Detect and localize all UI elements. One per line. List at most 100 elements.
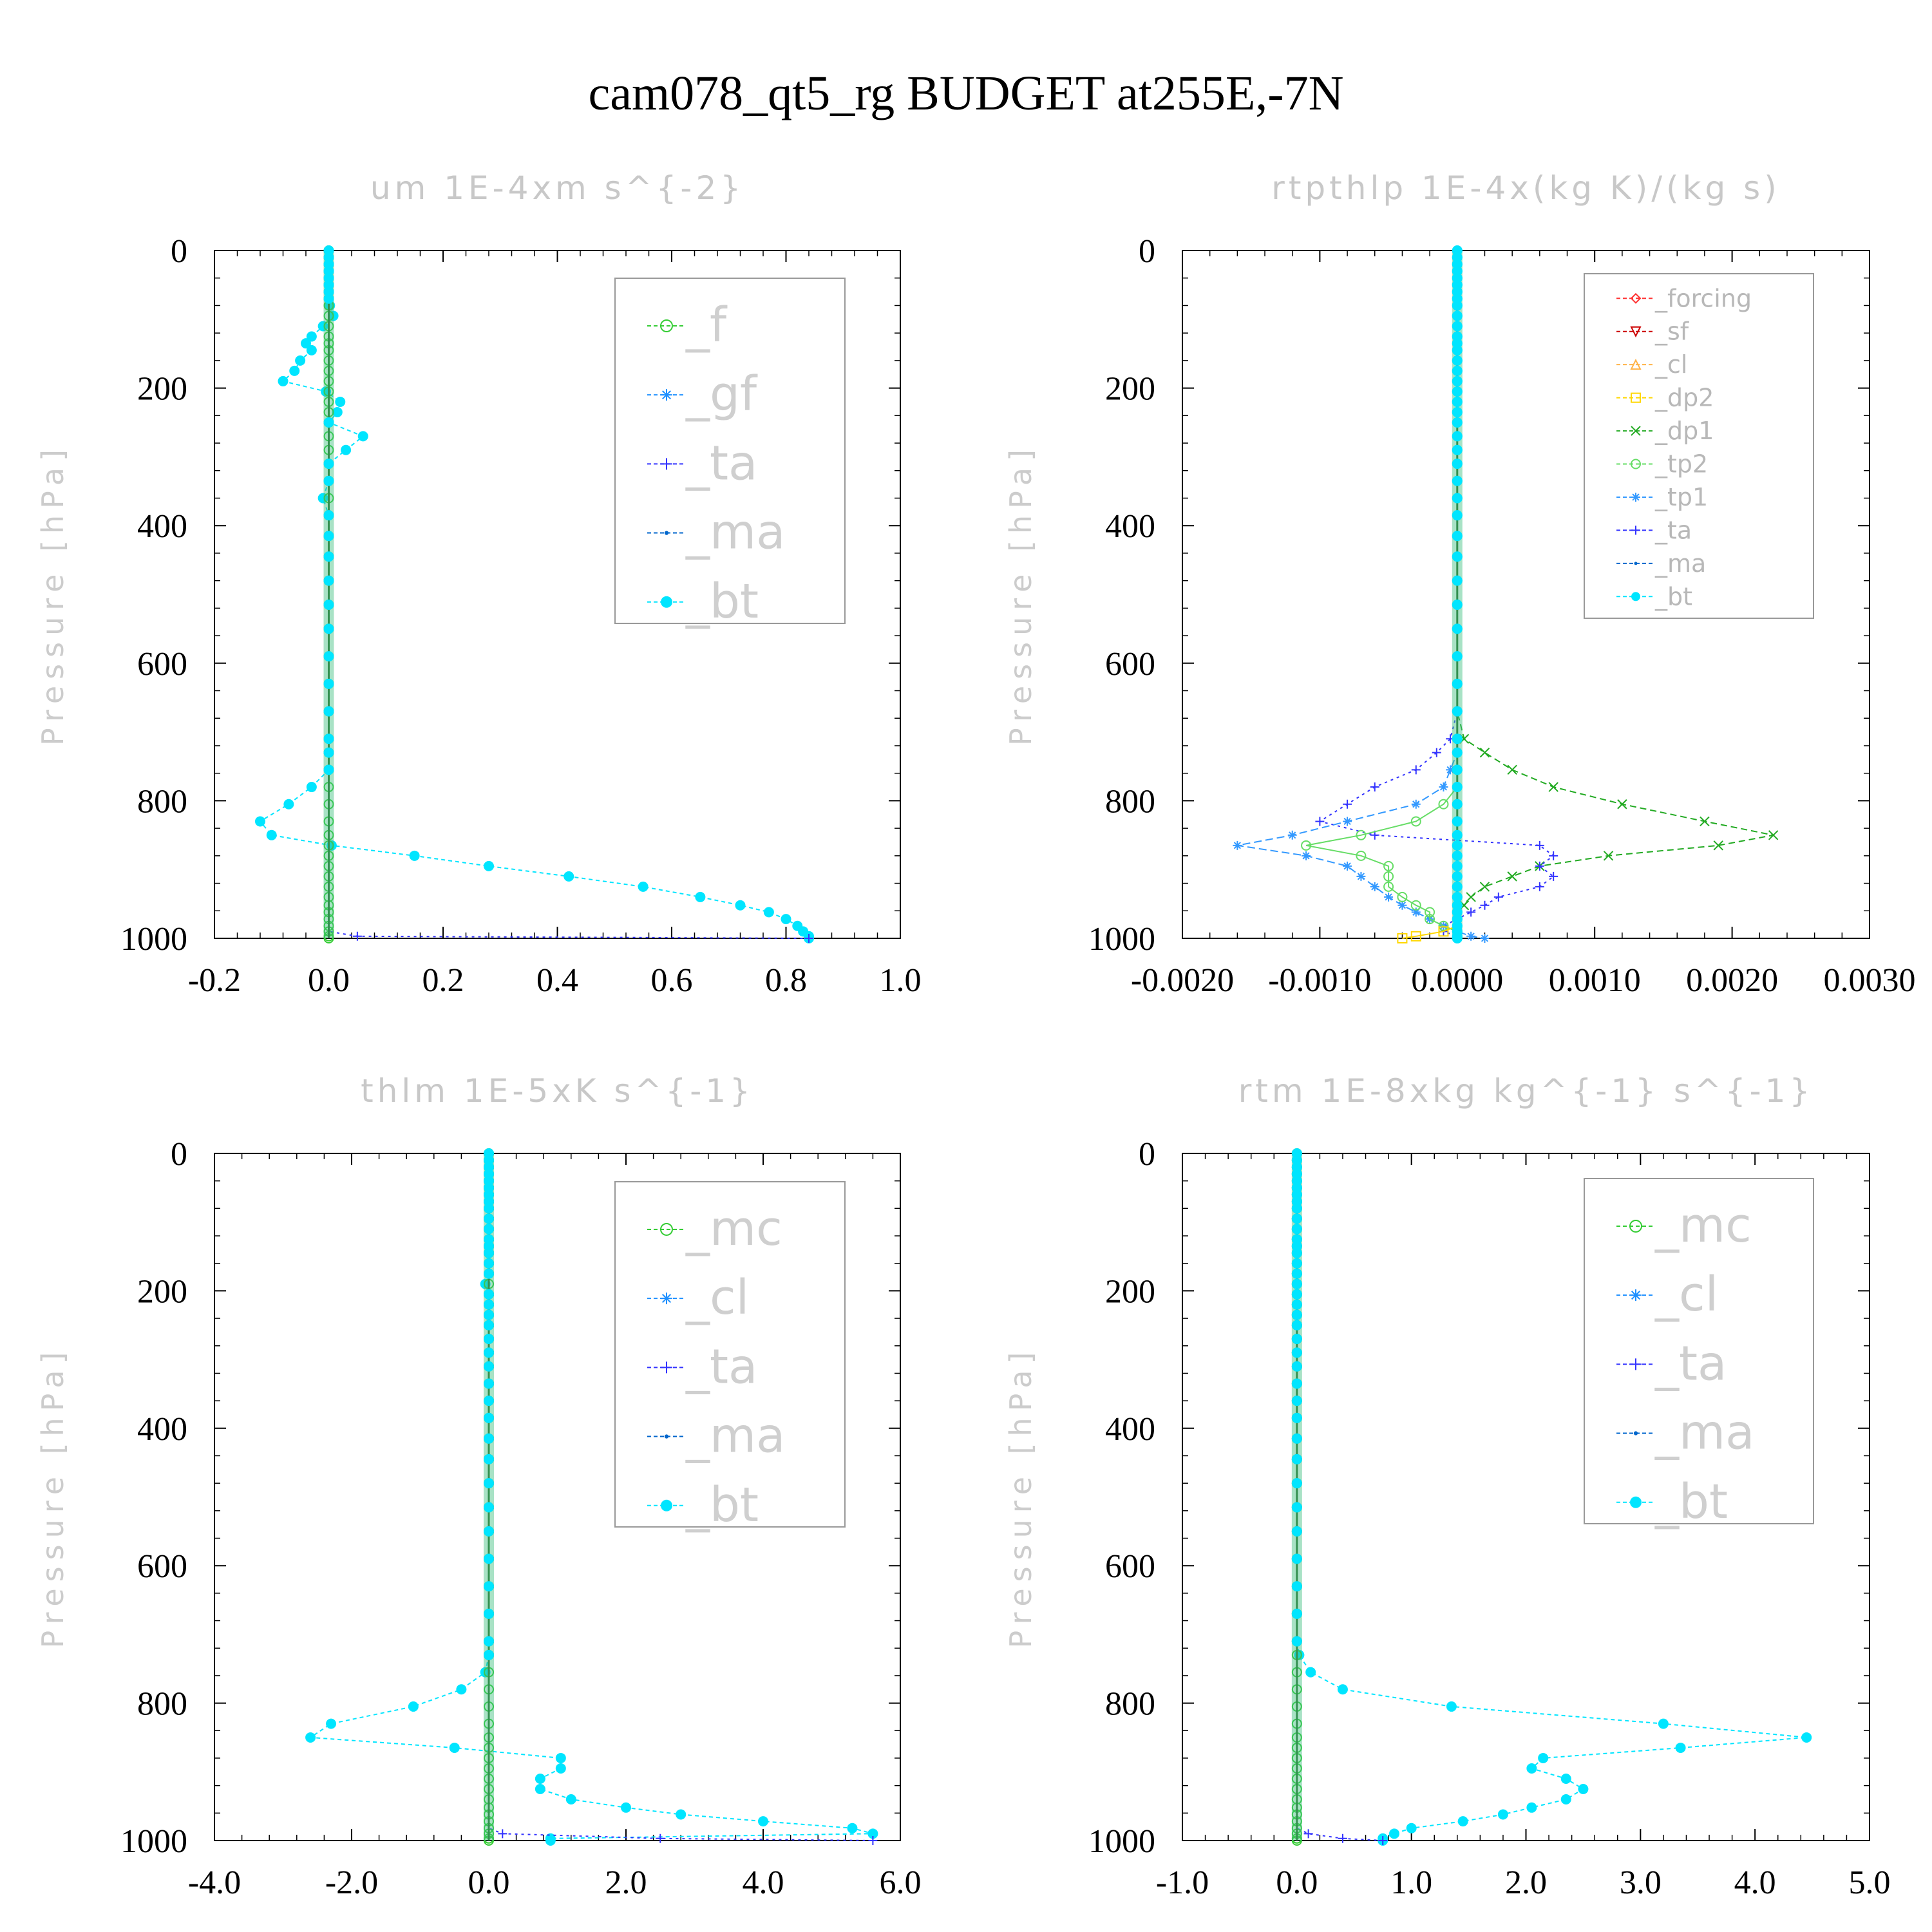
data-point_dp1 — [1479, 882, 1490, 892]
data-point_bt-zero — [323, 734, 334, 744]
data-point_bt-zero — [1291, 1608, 1302, 1619]
data-point_bt-zero — [323, 706, 334, 717]
data-point_bt — [449, 1742, 460, 1753]
data-point_tp2 — [1383, 860, 1394, 871]
data-point_bt — [1560, 1794, 1571, 1804]
x-tick-label: 0.0010 — [1549, 962, 1641, 999]
y-tick-label: 600 — [1105, 1548, 1155, 1585]
x-tick-label: 0.6 — [651, 962, 693, 999]
x-tick-label: 0.8 — [765, 962, 807, 999]
data-point_bt-zero — [1291, 1502, 1302, 1513]
data-point_bt-zero — [484, 1289, 494, 1300]
x-tick-label: 6.0 — [880, 1864, 922, 1901]
y-axis-label: Pressure [hPa] — [1003, 1346, 1038, 1649]
data-point_bt-zero — [1452, 406, 1463, 417]
x-tick-label: 1.0 — [1390, 1864, 1432, 1901]
data-point_bt-zero — [1452, 459, 1463, 469]
data-point_bt-zero — [1452, 386, 1463, 397]
legend-marker — [1629, 1219, 1642, 1233]
y-tick-label: 800 — [1105, 783, 1155, 820]
data-point_dp1 — [1603, 851, 1614, 861]
data-point_tp2 — [1301, 840, 1312, 851]
data-point_bt-zero — [1291, 1347, 1302, 1358]
data-point_tp1 — [1439, 782, 1448, 792]
data-point_bt-zero — [1452, 871, 1463, 882]
legend-marker — [664, 1434, 669, 1439]
figure-title: cam078_qt5_rg BUDGET at255E,-7N — [589, 66, 1344, 120]
data-point_bt — [1305, 1667, 1316, 1678]
data-point_bt-zero — [1291, 1454, 1302, 1464]
data-point_bt-zero — [1291, 1289, 1302, 1300]
y-tick-label: 400 — [137, 1411, 187, 1448]
data-point_bt-zero — [484, 1526, 494, 1537]
data-point_bt — [305, 1732, 316, 1743]
data-point_dp1 — [1768, 830, 1779, 840]
data-point_bt-zero — [323, 510, 334, 521]
data-point_tp2 — [1410, 900, 1421, 911]
data-point_tp1 — [1302, 851, 1311, 860]
data-point_bt — [621, 1802, 631, 1813]
data-point_bt — [278, 375, 289, 386]
y-tick-label: 800 — [137, 1686, 187, 1723]
zero-band — [323, 251, 334, 938]
data-point_bt — [1526, 1802, 1537, 1813]
data-point_bt — [545, 1835, 556, 1846]
data-point_tp1 — [1233, 840, 1242, 850]
data-point_ta — [1535, 861, 1544, 871]
data-point_bt-zero — [323, 575, 334, 586]
legend-marker — [1630, 358, 1642, 370]
x-tick-label: 0.0030 — [1824, 962, 1916, 999]
data-point_dp1 — [1617, 799, 1627, 810]
legend-marker — [661, 596, 672, 608]
x-tick-label: 0.0020 — [1686, 962, 1778, 999]
data-point_bt — [295, 355, 306, 366]
data-point_bt-zero — [1291, 1396, 1302, 1406]
data-point_bt-zero — [484, 1433, 494, 1444]
data-point_ta — [1343, 799, 1352, 809]
data-point_bt-zero — [484, 1636, 494, 1647]
data-point_bt-zero — [1291, 1581, 1302, 1592]
data-point_bt-zero — [484, 1361, 494, 1372]
data-point_bt-zero — [1452, 355, 1463, 366]
legend-label: _dp2 — [1654, 384, 1714, 412]
data-point_bt-zero — [1452, 850, 1463, 861]
legend-label: _dp1 — [1654, 417, 1714, 445]
data-point_bt-zero — [1291, 1268, 1302, 1279]
y-tick-label: 200 — [137, 371, 187, 408]
data-point_bt — [565, 1794, 576, 1804]
data-point_bt-zero — [1291, 1526, 1302, 1537]
data-point_bt-zero — [1291, 1361, 1302, 1372]
data-point_dp1 — [1466, 892, 1476, 902]
y-tick-label: 0 — [1139, 233, 1155, 270]
data-point_bt — [1337, 1684, 1348, 1695]
data-point_bt-zero — [1452, 860, 1463, 871]
data-point_bt-zero — [1291, 1309, 1302, 1320]
data-point_tp2 — [1356, 829, 1367, 840]
plot-frame — [214, 1153, 901, 1841]
series-line_ta — [1296, 1153, 1383, 1841]
data-point_bt — [535, 1783, 545, 1794]
series-line_dp2 — [1402, 251, 1458, 939]
data-point_tp2 — [1356, 850, 1367, 861]
data-point_bt-zero — [484, 1224, 494, 1235]
data-point_bt-zero — [1291, 1320, 1302, 1331]
legend-marker — [1630, 1496, 1642, 1508]
legend-label: _ma — [1654, 1405, 1754, 1461]
data-point_bt-zero — [1452, 475, 1463, 486]
data-point_bt-zero — [1452, 816, 1463, 827]
data-point_bt-zero — [1452, 365, 1463, 376]
y-tick-label: 400 — [137, 508, 187, 545]
data-point_bt-zero — [323, 417, 334, 428]
data-point_bt-zero — [1452, 678, 1463, 689]
y-tick-label: 200 — [1105, 1273, 1155, 1310]
legend-label: _bt — [1654, 1474, 1728, 1530]
data-point_bt — [555, 1763, 566, 1774]
data-point_bt-zero — [323, 293, 334, 304]
data-point_bt — [735, 900, 746, 911]
legend-marker — [1630, 292, 1642, 304]
legend-label: _ta — [1654, 1336, 1727, 1391]
data-point_bt — [255, 816, 265, 827]
legend-box — [614, 1181, 846, 1528]
data-point_bt-zero — [484, 1396, 494, 1406]
data-point_tp2 — [1383, 881, 1394, 892]
